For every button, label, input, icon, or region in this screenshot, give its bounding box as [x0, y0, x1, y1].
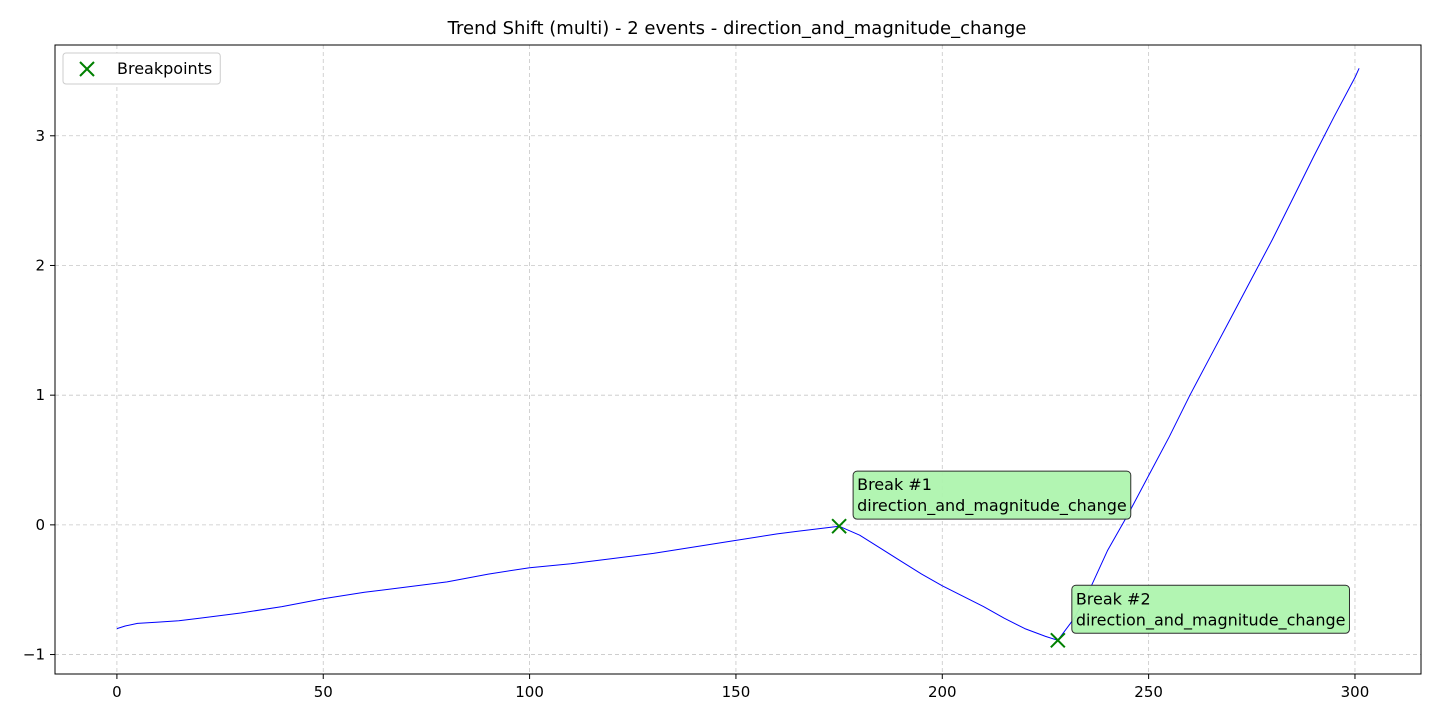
x-tick-label: 100: [515, 683, 544, 701]
x-tick-label: 300: [1341, 683, 1370, 701]
legend: Breakpoints: [62, 52, 221, 85]
x-tick-label: 0: [112, 683, 122, 701]
annotation-text: direction_and_magnitude_change: [857, 496, 1127, 516]
annotation-box: [1071, 584, 1350, 634]
y-tick-label: −1: [23, 646, 45, 664]
breakpoint-marker: [1050, 632, 1066, 648]
annotation-text: Break #1: [857, 475, 932, 494]
y-tick-label: 1: [35, 386, 45, 404]
annotations: Break #1direction_and_magnitude_changeBr…: [852, 470, 1350, 634]
axis-ticks: 0 50 100 150 200 250 300 −1 0 1 2 3: [23, 127, 1369, 701]
marker-stroke: [1050, 632, 1066, 648]
annotation: Break #2 direction_and_magnitude_change: [1071, 584, 1350, 634]
legend-box: [62, 52, 221, 85]
legend-marker: [79, 61, 95, 77]
breakpoint-markers: [831, 518, 1066, 648]
annotation-text: Break #2: [1076, 589, 1151, 608]
annotation-text: direction_and_magnitude_change: [1076, 610, 1346, 630]
x-tick-label: 200: [928, 683, 957, 701]
breakpoint-marker: [831, 518, 847, 534]
x-tick-label: 50: [314, 683, 333, 701]
plot-frame: [54, 44, 1422, 675]
y-tick-label: 0: [35, 516, 45, 534]
marker-stroke: [831, 518, 847, 534]
legend-label: Breakpoints: [117, 59, 212, 78]
series-line: [116, 68, 1360, 641]
chart-title: Trend Shift (multi) - 2 events - directi…: [447, 18, 1027, 39]
grid: [55, 45, 1421, 674]
x-tick-label: 250: [1134, 683, 1163, 701]
annotation-box: [852, 470, 1132, 520]
y-tick-label: 2: [35, 256, 45, 274]
series-layer: [116, 68, 1360, 641]
y-tick-label: 3: [35, 127, 45, 145]
annotation: Break #1 direction_and_magnitude_change: [852, 470, 1132, 520]
x-tick-label: 150: [722, 683, 751, 701]
